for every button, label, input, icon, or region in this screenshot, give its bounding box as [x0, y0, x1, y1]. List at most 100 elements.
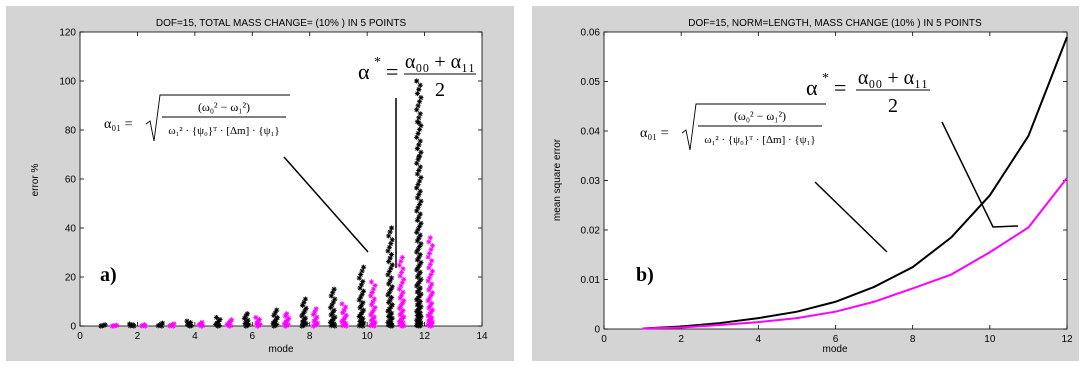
- panel-a-point-s0-m12-77: [416, 142, 422, 148]
- panel-a-point-s0-m10-22: [356, 275, 362, 281]
- panel-a-point-s1-m10-8: [368, 312, 374, 318]
- panel-a-ticks: 0 2 4 6 8 10 12 14 0 20 40 60 80 100 120: [59, 28, 488, 343]
- panel-a-point-s1-m10-18: [372, 282, 378, 289]
- panel-a-point-s1-m5-0: [226, 323, 232, 329]
- panel-a-point-s0-m11-35: [388, 240, 394, 247]
- panel-a-point-s0-m10-21: [360, 278, 366, 285]
- panel-a-point-s1-m11-8: [401, 314, 407, 320]
- panel-a-point-s1-m12-15: [429, 300, 435, 306]
- panel-b-ticks: 0 2 4 6 8 10 12 0 0.01 0.02 0.03 0.04 0.05 0.06: [581, 28, 1073, 346]
- panel-a-point-s1-m12-29: [429, 258, 435, 264]
- panel-b-title: DOF=15, NORM=LENGTH, MASS CHANGE (10% ) …: [688, 18, 982, 29]
- panel-a-point-s0-m12-29: [417, 285, 423, 291]
- panel-a-ytick-label-0: 0: [70, 322, 76, 333]
- panel-a-point-s1-m12-18: [428, 292, 434, 299]
- panel-a-point-s0-m11-4: [388, 320, 395, 327]
- panel-a-point-s0-m12-42: [416, 254, 422, 260]
- panel-a-point-s0-m12-59: [415, 205, 421, 211]
- panel-a-point-s0-m11-34: [386, 244, 392, 250]
- panel-a-point-s0-m11-1: [389, 323, 395, 329]
- panel-a-xtick-label-0: 0: [77, 331, 83, 342]
- panel-a-point-s0-m5-0: [215, 323, 221, 329]
- panel-a-xtick-label-5: 10: [362, 331, 374, 342]
- panel-a-point-s1-m11-19: [396, 286, 403, 292]
- panel-a-point-s0-m7-8: [272, 310, 278, 316]
- panel-a-point-s0-m12-62: [414, 195, 420, 201]
- panel-b: DOF=15, NORM=LENGTH, MASS CHANGE (10% ) …: [532, 6, 1079, 361]
- panel-a-point-s0-m11-20: [386, 289, 392, 295]
- panel-a-point-s1-m12-27: [426, 265, 432, 271]
- panel-a-point-s0-m11-19: [385, 292, 391, 298]
- panel-a-alpha-01-num: (ω₀² − ω₁²): [198, 100, 250, 114]
- panel-a-point-s0-m3-4: [159, 320, 166, 326]
- panel-b-ylabel: mean square error: [552, 138, 563, 221]
- panel-a-point-s0-m2-3: [130, 322, 136, 328]
- panel-a-point-s1-m10-4: [372, 319, 378, 325]
- panel-a-point-s0-m12-93: [414, 78, 420, 84]
- panel-a-point-s0-m12-91: [416, 86, 422, 92]
- panel-a-point-s0-m9-11: [327, 305, 334, 311]
- panel-a-point-s1-m9-9: [341, 307, 347, 313]
- panel-a-point-s0-m12-4: [416, 321, 423, 328]
- panel-a-point-s0-m5-1: [216, 322, 222, 329]
- panel-b-ytick-label-4: 0.04: [581, 127, 601, 138]
- panel-a-point-s1-m11-16: [397, 295, 403, 301]
- panel-a-point-s1-m12-23: [425, 278, 431, 284]
- panel-a-point-s0-m2-4: [126, 321, 133, 327]
- panel-a-point-s1-m12-22: [429, 281, 435, 287]
- panel-a-point-s0-m10-23: [358, 271, 364, 278]
- panel-a-point-s1-m12-5: [429, 319, 436, 325]
- panel-a-point-s1-m10-12: [368, 302, 375, 308]
- panel-a-point-s0-m12-36: [417, 269, 423, 275]
- panel-b-ytick-label-3: 0.03: [581, 176, 601, 187]
- panel-a-point-s0-m11-2: [386, 322, 392, 328]
- panel-a-point-s0-m3-0: [159, 323, 165, 329]
- panel-b-alpha-01-den: ω₁² · {ψ₀}ᵀ · [Δm] · {ψ₁}: [704, 134, 815, 146]
- panel-a-point-s1-m9-5: [340, 317, 347, 323]
- panel-a-point-s1-m10-16: [369, 289, 375, 296]
- panel-a-alpha-star-eq: =: [386, 59, 398, 84]
- panel-a-point-s1-m12-1: [429, 323, 435, 329]
- panel-a-point-s1-m10-10: [371, 307, 377, 313]
- panel-a-point-s0-m12-15: [417, 310, 423, 316]
- panel-a-point-s0-m12-50: [417, 232, 423, 238]
- panel-a-point-s1-m3-2: [168, 322, 174, 328]
- panel-a-point-s1-m2-3: [142, 322, 148, 328]
- panel-a-point-s0-m11-37: [386, 233, 392, 239]
- panel-a-point-s0-m6-5: [245, 317, 251, 323]
- panel-a-point-s0-m8-7: [299, 313, 305, 319]
- panel-a-point-s0-m12-66: [415, 181, 421, 188]
- panel-a-point-s1-m8-3: [315, 320, 321, 326]
- panel-a-ytick-label-1: 20: [65, 273, 77, 284]
- panel-a-point-s0-m11-33: [385, 248, 391, 254]
- panel-a-point-s0-m7-9: [274, 307, 280, 313]
- panel-a-point-s0-m11-21: [388, 287, 394, 293]
- panel-b-xlabel: mode: [822, 344, 847, 355]
- panel-a-point-s0-m10-15: [356, 297, 362, 303]
- panel-a-point-s0-m10-10: [359, 309, 365, 316]
- panel-a-xtick-label-4: 8: [307, 331, 313, 342]
- panel-a-point-s1-m8-6: [314, 314, 320, 320]
- panel-a-point-s0-m11-27: [386, 268, 392, 275]
- panel-a-point-s1-m1-3: [114, 322, 120, 328]
- panel-a-point-s0-m11-22: [389, 284, 395, 290]
- panel-a-point-s0-m11-11: [388, 310, 395, 316]
- panel-a-point-s0-m12-60: [416, 201, 423, 208]
- panel-a-point-s0-m12-81: [416, 126, 423, 133]
- panel-a-point-s0-m11-30: [386, 258, 392, 265]
- panel-a-point-s0-m12-31: [415, 281, 421, 287]
- panel-a-point-s1-m10-7: [371, 314, 377, 320]
- panel-a-point-s1-m11-25: [400, 266, 406, 272]
- panel-b-series-line-1: [642, 177, 1068, 330]
- panel-a-point-s0-m10-19: [357, 285, 363, 291]
- panel-a-point-s0-m12-19: [418, 304, 424, 310]
- panel-a-point-s1-m6-5: [256, 316, 263, 323]
- panel-a-point-s0-m12-79: [414, 134, 420, 140]
- panel-b-alpha-star-sup: *: [822, 71, 829, 86]
- panel-a-point-s0-m12-51: [414, 229, 420, 235]
- panel-a-alpha-star-den: 2: [435, 79, 445, 101]
- panel-a-point-s1-m11-12: [396, 305, 403, 311]
- panel-a-point-s0-m6-2: [246, 322, 252, 328]
- panel-a-point-s1-m4-1: [200, 323, 206, 329]
